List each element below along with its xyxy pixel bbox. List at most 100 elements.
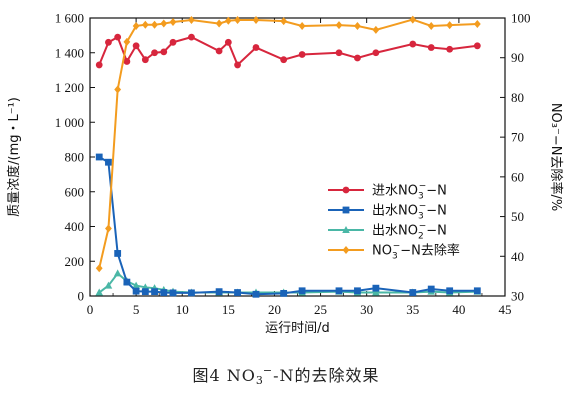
- legend-marker: [342, 206, 350, 214]
- x-tick-label: 25: [314, 302, 327, 317]
- data-point: [215, 19, 223, 28]
- data-point: [372, 284, 380, 292]
- data-point: [151, 288, 158, 296]
- data-point: [169, 38, 177, 46]
- data-point: [114, 33, 122, 41]
- data-point: [224, 16, 232, 25]
- x-tick-label: 15: [222, 302, 235, 317]
- y-left-tick-label: 600: [65, 184, 85, 199]
- data-point: [427, 44, 435, 51]
- caption-subscript: 3: [255, 374, 264, 387]
- data-point: [132, 21, 140, 30]
- y-left-tick-label: 1 600: [55, 11, 84, 26]
- x-tick-label: 40: [452, 302, 465, 317]
- legend-item: 出水NO3−−N: [328, 202, 447, 222]
- data-point: [354, 287, 361, 295]
- data-point: [123, 58, 131, 65]
- data-point: [354, 54, 361, 62]
- data-point: [188, 33, 195, 41]
- y-left-tick-label: 1 200: [55, 80, 84, 95]
- data-point: [298, 287, 306, 295]
- data-point: [473, 42, 481, 50]
- y-left-tick-label: 1 000: [55, 115, 84, 130]
- data-point: [151, 20, 158, 29]
- y-left-tick-label: 0: [78, 289, 85, 304]
- data-point: [132, 281, 140, 289]
- x-tick-label: 10: [176, 302, 189, 317]
- data-point: [335, 287, 343, 295]
- x-tick-label: 20: [268, 302, 281, 317]
- data-point: [335, 49, 343, 57]
- data-point: [354, 21, 361, 30]
- data-point: [123, 37, 131, 46]
- y-right-tick-label: 100: [511, 11, 531, 26]
- data-point: [95, 264, 103, 273]
- data-point: [114, 85, 122, 94]
- x-tick-label: 30: [360, 302, 373, 317]
- y-left-tick-label: 400: [65, 219, 85, 234]
- data-point: [372, 288, 380, 296]
- legend-label: 出水NO2−−N: [372, 222, 447, 242]
- legend-item: 进水NO3−−N: [328, 182, 447, 202]
- y-right-axis-title: NO₃⁻−N去除率/%: [548, 103, 564, 211]
- series-4: [95, 15, 481, 273]
- data-point: [188, 289, 195, 297]
- data-point: [446, 45, 454, 53]
- data-point: [160, 19, 168, 28]
- data-point: [427, 21, 435, 30]
- y-right-tick-label: 80: [511, 90, 524, 105]
- data-point: [160, 48, 168, 56]
- figure-caption: 图4 NO3−-N的去除效果: [0, 362, 572, 387]
- x-tick-label: 45: [499, 302, 512, 317]
- data-point: [160, 289, 168, 296]
- data-point: [132, 42, 140, 50]
- data-point: [335, 21, 343, 30]
- data-point: [141, 56, 149, 64]
- series-line: [98, 156, 478, 296]
- data-point: [252, 290, 260, 298]
- data-point: [298, 51, 306, 58]
- data-point: [95, 61, 103, 69]
- data-point: [105, 224, 112, 233]
- data-point: [141, 20, 149, 29]
- data-point: [104, 281, 113, 289]
- legend-marker: [342, 186, 350, 194]
- data-point: [95, 288, 104, 296]
- legend-marker: [342, 246, 350, 254]
- series-2: [95, 153, 481, 298]
- data-point: [113, 269, 122, 277]
- data-point: [298, 21, 306, 30]
- data-point: [234, 15, 241, 24]
- y-right-tick-label: 70: [511, 130, 524, 145]
- data-point: [114, 250, 122, 257]
- data-point: [280, 56, 288, 64]
- chart-area: 0 5 10 15 20 25 30 35 40 45 0 200 400 600 800 1 000 1 20…: [6, 11, 564, 337]
- data-point: [473, 19, 481, 28]
- data-point: [224, 38, 232, 46]
- y-right-tick-label: 50: [511, 209, 524, 224]
- data-point: [95, 153, 103, 161]
- data-point: [280, 17, 288, 26]
- data-point: [409, 289, 417, 296]
- data-point: [372, 49, 380, 57]
- legend-label: NO3−−N去除率: [372, 242, 460, 262]
- y-right-tick-label: 30: [511, 289, 524, 304]
- data-point: [446, 21, 454, 30]
- data-point: [446, 287, 454, 295]
- data-point: [372, 25, 380, 34]
- caption-suffix: -N的去除效果: [273, 366, 380, 385]
- x-tick-label: 0: [87, 302, 94, 317]
- data-point: [169, 289, 177, 297]
- y-left-tick-label: 1 400: [55, 45, 84, 60]
- data-point: [141, 288, 149, 296]
- x-tick-label: 35: [406, 302, 419, 317]
- data-point: [105, 158, 112, 166]
- y-right-tick-label: 60: [511, 169, 524, 184]
- legend-item: 出水NO2−−N: [328, 222, 447, 242]
- y-right-tick-label: 90: [511, 50, 524, 65]
- data-point: [409, 40, 417, 48]
- data-point: [252, 44, 260, 51]
- data-point: [151, 49, 158, 57]
- data-point: [215, 47, 223, 55]
- data-point: [132, 287, 140, 295]
